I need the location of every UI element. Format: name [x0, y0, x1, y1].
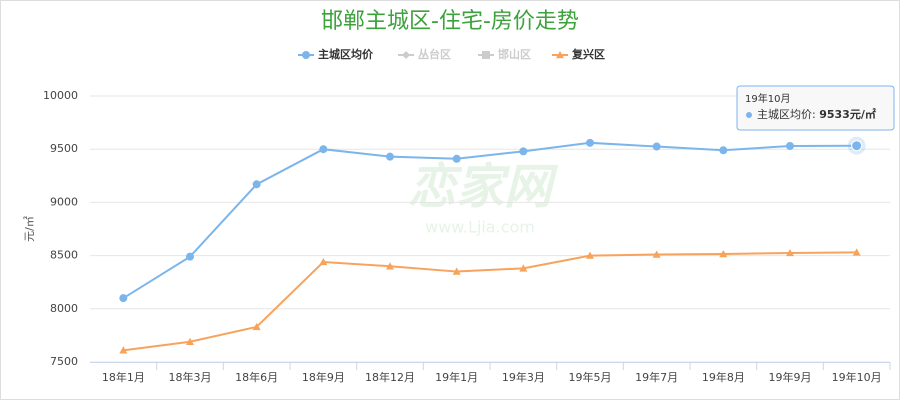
data-point: [119, 346, 128, 354]
data-point: [652, 142, 661, 151]
data-point: [652, 250, 661, 258]
data-point: [786, 142, 794, 151]
data-point: [186, 252, 194, 261]
y-tick-label: 8500: [50, 249, 78, 262]
data-point: [252, 180, 261, 189]
legend-label[interactable]: 邯山区: [498, 47, 531, 61]
y-axis-label: 元/㎡: [23, 216, 36, 242]
data-point: [452, 267, 461, 275]
tooltip-part: 9533: [819, 108, 850, 121]
tooltip-text: 主城区均价: 9533元/㎡: [757, 107, 876, 121]
x-tick-label: 19年8月: [702, 370, 745, 384]
y-tick-label: 9000: [50, 195, 78, 208]
x-tick-label: 19年5月: [569, 370, 612, 384]
legend-label[interactable]: 复兴区: [571, 47, 605, 61]
tooltip-dot: [746, 112, 752, 118]
watermark: 恋家网 www.Ljia.com: [408, 159, 559, 237]
x-tick-label: 18年6月: [235, 370, 278, 384]
x-tick-label: 19年9月: [769, 370, 812, 384]
x-tick-label: 18年9月: [302, 370, 345, 384]
tooltip-title: 19年10月: [745, 92, 790, 105]
data-point: [786, 248, 794, 257]
x-tick-label: 18年1月: [102, 370, 145, 384]
watermark-text: 恋家网: [408, 159, 559, 215]
data-point: [586, 251, 594, 259]
data-point: [319, 257, 328, 266]
series-line: [122, 141, 857, 300]
hover-point: [851, 140, 863, 152]
x-tick-label: 19年3月: [502, 370, 545, 384]
legend-label[interactable]: 丛台区: [418, 47, 451, 61]
data-point: [719, 250, 728, 258]
chart-title: 邯郸主城区-住宅-房价走势: [321, 9, 579, 34]
data-point: [519, 147, 528, 156]
data-point: [186, 337, 194, 345]
legend-marker: [556, 51, 564, 59]
watermark-url: www.Ljia.com: [425, 218, 535, 237]
data-point: [586, 138, 594, 147]
legend-marker: [482, 51, 490, 59]
data-point: [119, 294, 128, 303]
y-tick-label: 9500: [50, 142, 78, 155]
x-tick-label: 18年12月: [365, 370, 415, 384]
data-point: [319, 145, 328, 154]
tooltip-part: 元/㎡: [850, 107, 876, 121]
y-tick-label: 8000: [50, 302, 78, 315]
y-tick-label: 7500: [50, 355, 78, 368]
x-tick-label: 18年3月: [169, 370, 212, 384]
data-point: [252, 322, 261, 331]
data-point: [719, 146, 728, 155]
x-tick-label: 19年10月: [832, 370, 882, 384]
x-tick-label: 19年7月: [635, 370, 678, 384]
data-point: [519, 264, 528, 272]
x-tick-label: 19年1月: [435, 370, 478, 384]
legend-marker: [302, 51, 310, 59]
tooltip-box: [736, 85, 895, 131]
data-point: [452, 154, 461, 163]
data-point: [386, 152, 394, 161]
series-line: [123, 251, 857, 352]
legend-label[interactable]: 主城区均价: [318, 47, 374, 61]
data-point: [852, 248, 861, 256]
legend-marker: [402, 51, 410, 59]
tooltip-part: 主城区均价: [757, 108, 812, 121]
y-tick-label: 10000: [43, 89, 78, 102]
data-point: [386, 262, 394, 270]
